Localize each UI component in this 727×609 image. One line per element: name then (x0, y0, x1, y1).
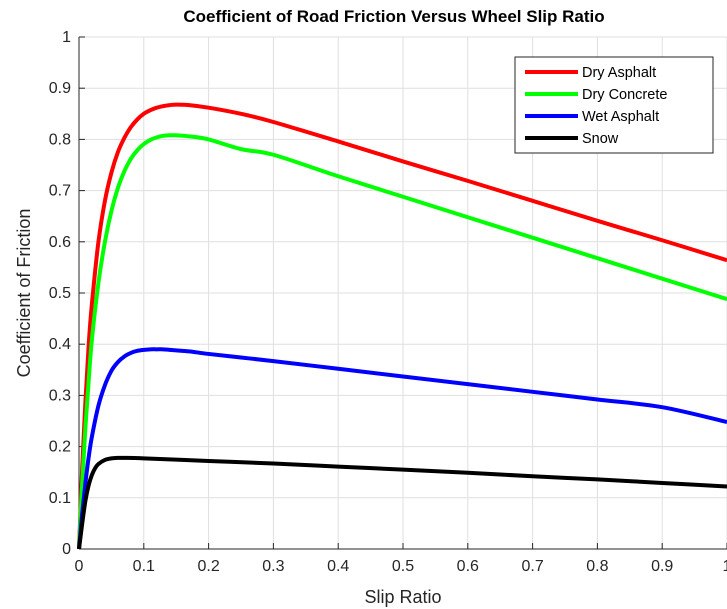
tick-labels: 0 0.1 0.2 0.3 0.4 0.5 0.6 0.7 0.8 0.9 1 0 0.1 0.2 0.3 0… (49, 29, 727, 575)
x-tick-label: 0.6 (457, 558, 479, 575)
y-tick-label: 0.2 (49, 439, 71, 456)
series-lines (77, 102, 727, 550)
x-axis-label: Slip Ratio (364, 587, 441, 607)
y-tick-label: 1 (62, 29, 71, 46)
y-tick-label: 0.4 (49, 336, 71, 353)
y-axis-label: Coefficient of Friction (14, 209, 34, 378)
y-tick-label: 0.9 (49, 80, 71, 97)
series-line-snow (77, 455, 727, 550)
x-tick-label: 0.4 (327, 558, 349, 575)
y-tick-label: 0.1 (49, 490, 71, 507)
x-tick-label: 0 (75, 558, 84, 575)
y-tick-label: 0 (62, 541, 71, 558)
x-tick-label: 0.7 (521, 558, 543, 575)
y-tick-label: 0.7 (49, 183, 71, 200)
y-tick-label: 0.5 (49, 285, 71, 302)
x-tick-label: 0.8 (586, 558, 608, 575)
x-tick-label: 1 (723, 558, 727, 575)
legend-label-dry-concrete: Dry Concrete (582, 87, 667, 103)
x-tick-label: 0.3 (262, 558, 284, 575)
x-tick-label: 0.1 (133, 558, 155, 575)
legend-label-dry-asphalt: Dry Asphalt (582, 65, 656, 81)
y-tick-label: 0.8 (49, 131, 71, 148)
legend-label-snow: Snow (582, 131, 619, 147)
legend: Dry Asphalt Dry Concrete Wet Asphalt Snow (514, 56, 714, 154)
x-tick-label: 0.9 (651, 558, 673, 575)
legend-label-wet-asphalt: Wet Asphalt (582, 109, 659, 125)
y-tick-label: 0.3 (49, 387, 71, 404)
series-line-wet-asphalt (77, 347, 727, 550)
series-line-dry-asphalt (77, 102, 727, 550)
x-tick-label: 0.5 (392, 558, 414, 575)
chart-title: Coefficient of Road Friction Versus Whee… (183, 7, 604, 26)
x-tick-label: 0.2 (197, 558, 219, 575)
y-tick-label: 0.6 (49, 234, 71, 251)
series-line-dry-concrete (77, 133, 727, 550)
